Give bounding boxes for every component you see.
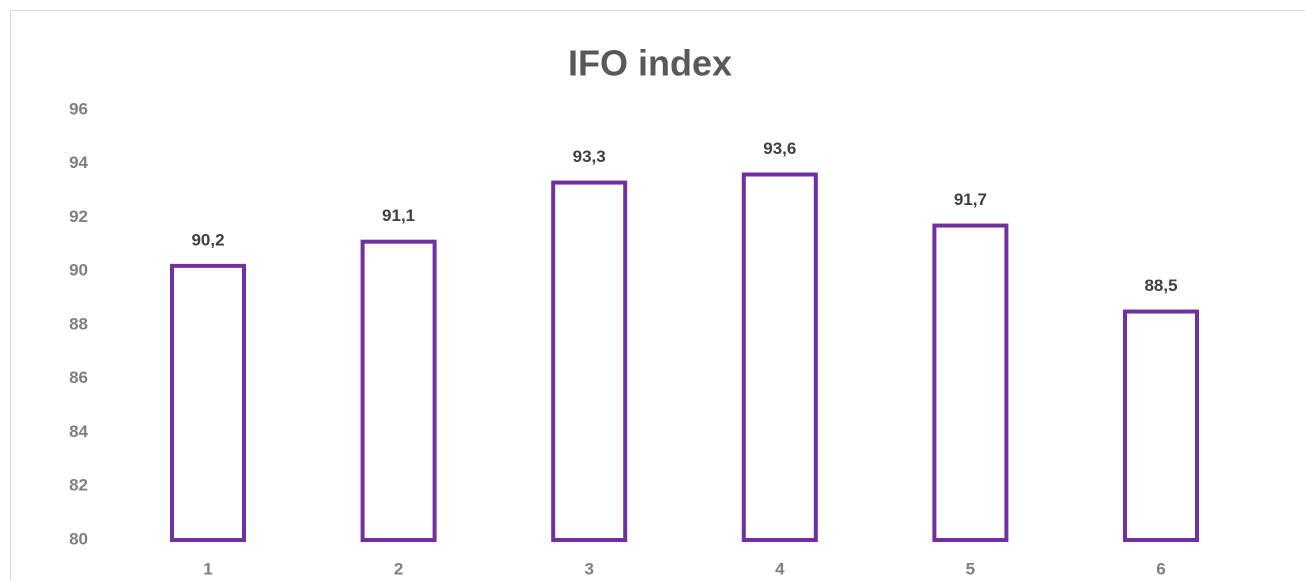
y-tick-label: 88 <box>69 314 88 333</box>
bar <box>932 223 1009 542</box>
y-tick-label: 84 <box>69 422 88 441</box>
y-tick-label: 94 <box>69 153 88 172</box>
x-tick-label: 3 <box>584 559 593 578</box>
x-tick-label: 5 <box>966 559 975 578</box>
bar <box>551 180 628 542</box>
x-tick-label: 1 <box>203 559 212 578</box>
data-label: 93,6 <box>763 139 796 158</box>
y-tick-label: 96 <box>69 99 88 118</box>
y-tick-label: 80 <box>69 529 88 548</box>
y-tick-label: 86 <box>69 368 88 387</box>
data-label: 90,2 <box>191 230 224 249</box>
data-label: 91,7 <box>954 190 987 209</box>
x-tick-label: 6 <box>1156 559 1165 578</box>
x-tick-label: 4 <box>775 559 785 578</box>
bar <box>741 172 818 542</box>
bar <box>360 239 437 542</box>
bar <box>170 263 246 542</box>
y-tick-label: 82 <box>69 476 88 495</box>
chart-title: IFO index <box>568 43 732 84</box>
data-label: 93,3 <box>573 147 606 166</box>
data-label: 88,5 <box>1144 276 1177 295</box>
data-label: 91,1 <box>382 206 415 225</box>
bar <box>1123 309 1199 542</box>
y-tick-label: 90 <box>69 261 88 280</box>
y-tick-label: 92 <box>69 207 88 226</box>
x-tick-label: 2 <box>394 559 403 578</box>
